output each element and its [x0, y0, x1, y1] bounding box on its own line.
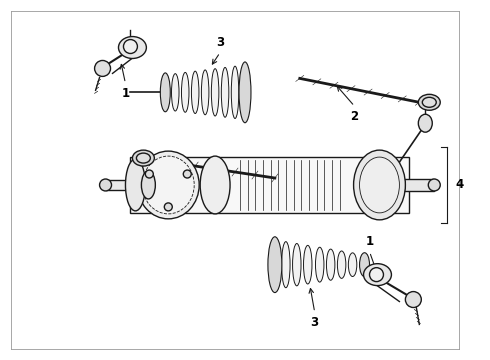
- Ellipse shape: [405, 292, 421, 307]
- Ellipse shape: [268, 237, 282, 293]
- Ellipse shape: [422, 97, 436, 107]
- Ellipse shape: [418, 94, 440, 110]
- Ellipse shape: [360, 255, 369, 275]
- Text: 1: 1: [122, 87, 129, 100]
- Bar: [105, 180, 133, 190]
- Ellipse shape: [369, 268, 384, 282]
- Ellipse shape: [200, 156, 230, 214]
- Ellipse shape: [428, 179, 440, 191]
- Ellipse shape: [241, 65, 249, 120]
- Ellipse shape: [303, 246, 312, 284]
- Ellipse shape: [354, 150, 405, 220]
- Text: 1: 1: [366, 235, 373, 248]
- Text: 3: 3: [311, 316, 319, 329]
- Ellipse shape: [132, 150, 154, 166]
- Ellipse shape: [181, 72, 189, 112]
- Ellipse shape: [160, 73, 171, 112]
- Text: 2: 2: [166, 194, 174, 207]
- Ellipse shape: [316, 247, 324, 282]
- Ellipse shape: [360, 157, 399, 213]
- Ellipse shape: [136, 153, 150, 163]
- Ellipse shape: [162, 75, 169, 110]
- Ellipse shape: [95, 60, 111, 76]
- Ellipse shape: [183, 170, 191, 178]
- Ellipse shape: [348, 253, 357, 276]
- Ellipse shape: [137, 151, 199, 219]
- Ellipse shape: [418, 114, 432, 132]
- Ellipse shape: [143, 156, 194, 214]
- Ellipse shape: [201, 70, 209, 115]
- Text: 2: 2: [350, 110, 359, 123]
- Ellipse shape: [293, 243, 301, 286]
- Ellipse shape: [231, 66, 239, 118]
- Ellipse shape: [119, 37, 147, 58]
- Ellipse shape: [282, 242, 290, 288]
- Ellipse shape: [270, 240, 279, 289]
- Ellipse shape: [123, 40, 137, 54]
- Bar: [130, 157, 409, 213]
- Ellipse shape: [211, 69, 219, 116]
- Ellipse shape: [360, 253, 369, 276]
- Ellipse shape: [221, 67, 229, 117]
- Ellipse shape: [172, 74, 179, 111]
- Ellipse shape: [146, 170, 153, 178]
- Ellipse shape: [338, 251, 346, 278]
- Ellipse shape: [239, 62, 251, 123]
- Ellipse shape: [192, 71, 199, 113]
- Text: 4: 4: [455, 179, 464, 192]
- Ellipse shape: [364, 264, 392, 285]
- Ellipse shape: [164, 203, 172, 211]
- Ellipse shape: [125, 159, 146, 211]
- Ellipse shape: [99, 179, 112, 191]
- Ellipse shape: [326, 249, 335, 280]
- Bar: [404, 179, 434, 191]
- Ellipse shape: [142, 171, 155, 199]
- Text: 3: 3: [216, 36, 224, 49]
